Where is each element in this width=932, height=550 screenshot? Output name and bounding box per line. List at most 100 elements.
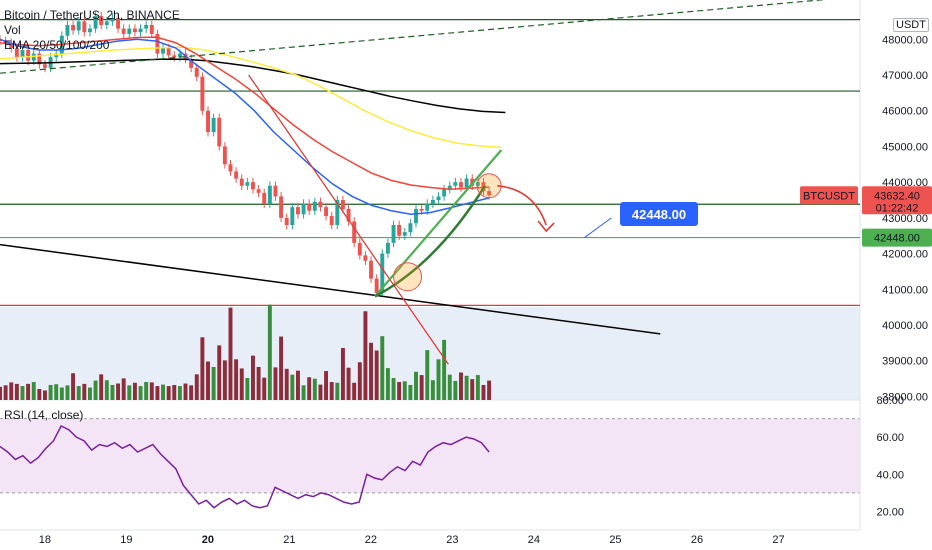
candle-body: [228, 164, 233, 172]
volume-bar: [20, 386, 25, 400]
candle-body: [37, 53, 42, 65]
chart-title[interactable]: Bitcoin / TetherUS, 2h, BINANCE: [4, 8, 180, 22]
candle-body: [26, 50, 31, 61]
time-tick-label: 18: [39, 534, 51, 546]
volume-bar: [138, 386, 143, 400]
volume-bar: [3, 385, 8, 400]
volume-bar: [110, 384, 115, 400]
volume-bar: [487, 380, 492, 400]
ema20-line: [0, 38, 490, 216]
forecast-arrow: [497, 184, 547, 226]
volume-bar: [329, 382, 334, 400]
candle-body: [121, 28, 126, 34]
volume-bar: [121, 378, 126, 400]
candle-body: [104, 21, 109, 25]
price-tick-label: 44000.00: [882, 177, 928, 189]
ema100-line: [0, 46, 502, 149]
target-price-callout[interactable]: 42448.00: [620, 202, 698, 226]
candle-body: [363, 255, 368, 261]
volume-bar: [318, 384, 323, 400]
candle-body: [9, 42, 14, 49]
candle-body: [245, 182, 250, 186]
candle-body: [149, 25, 154, 34]
candle-body: [14, 48, 19, 58]
volume-bar: [104, 380, 109, 400]
candle-body: [430, 200, 435, 204]
rsi-label: RSI (14, close): [4, 408, 84, 422]
volume-bar: [267, 304, 272, 400]
candle-body: [206, 110, 210, 133]
rsi-band: [0, 418, 860, 493]
volume-bar: [290, 374, 295, 400]
candle-body: [234, 171, 239, 179]
candle-body: [138, 28, 143, 33]
candle-body: [324, 207, 329, 217]
volume-bar: [430, 380, 435, 400]
currency-badge[interactable]: USDT: [893, 18, 929, 32]
candle-body: [357, 242, 362, 256]
candle-body: [155, 33, 160, 54]
time-tick-label: 26: [691, 534, 703, 546]
candle-body: [99, 16, 104, 25]
rsi-tick-label: 60.00: [876, 432, 904, 444]
volume-bar: [464, 375, 469, 400]
candle-body: [284, 217, 289, 225]
volume-bar: [116, 383, 121, 400]
volume-bar: [93, 380, 98, 400]
rsi-tick-label: 20.00: [876, 506, 904, 518]
chart-legend: Bitcoin / TetherUS, 2h, BINANCE Vol EMA …: [4, 8, 180, 53]
volume-bar: [447, 374, 452, 400]
candle-body: [352, 221, 357, 243]
candle-body: [82, 21, 87, 33]
volume-bar: [161, 384, 166, 400]
candle-body: [374, 278, 379, 293]
candle-body: [369, 260, 374, 279]
ema50-line: [0, 36, 490, 191]
price-tick-label: 38000.00: [882, 391, 928, 403]
price-tick-label: 48000.00: [882, 34, 928, 46]
candle-body: [76, 21, 81, 31]
volume-bar: [206, 361, 210, 400]
price-tick-label: 46000.00: [882, 106, 928, 118]
volume-bar: [279, 336, 284, 400]
price-tick-label: 40000.00: [882, 320, 928, 332]
volume-bar: [127, 385, 132, 400]
long-black-trendline: [0, 243, 661, 335]
volume-bar: [65, 385, 70, 400]
candle-body: [217, 117, 222, 147]
volume-bar: [402, 381, 407, 400]
candle-body: [166, 48, 171, 56]
volume-bar: [166, 386, 171, 400]
volume-bar: [301, 385, 306, 400]
candle-body: [442, 189, 447, 197]
volume-bar: [357, 362, 362, 400]
volume-bar: [335, 382, 340, 400]
volume-bar: [419, 375, 424, 400]
candle-body: [397, 225, 402, 236]
ema200-line: [0, 58, 506, 114]
price-tick-label: 42000.00: [882, 249, 928, 261]
time-tick-label: 24: [528, 534, 540, 546]
volume-bar: [256, 367, 261, 400]
candle-body: [335, 200, 340, 225]
candle-body: [172, 55, 177, 58]
candle-body: [301, 203, 306, 215]
support-price-badge: 42448.00: [874, 233, 920, 245]
volume-bar: [71, 373, 76, 400]
candle-body: [262, 192, 267, 204]
volume-bar: [26, 383, 31, 400]
volume-bar: [0, 386, 2, 400]
green-curve: [374, 185, 487, 298]
volume-bar: [132, 382, 137, 400]
volume-bar: [194, 374, 199, 400]
candle-body: [110, 17, 115, 22]
price-tick-label: 45000.00: [882, 141, 928, 153]
green-trendline: [374, 149, 503, 298]
candle-body: [93, 16, 98, 29]
candle-body: [132, 28, 137, 33]
time-tick-label: 22: [365, 534, 377, 546]
candle-body: [87, 28, 92, 33]
volume-bar: [172, 384, 177, 400]
candle-body: [487, 191, 492, 196]
